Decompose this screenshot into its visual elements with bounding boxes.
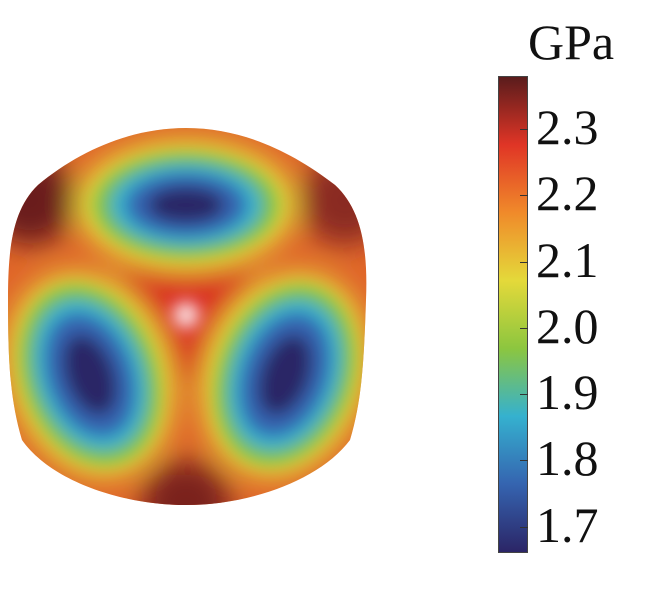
colorbar-tick-label: 2.1 bbox=[536, 231, 599, 288]
colorbar-tick-label: 1.8 bbox=[536, 430, 599, 487]
unit-label: GPa bbox=[528, 14, 615, 70]
colorbar-tick-label: 1.7 bbox=[536, 496, 599, 553]
colorbar-tick-mark bbox=[520, 129, 528, 130]
elastic-modulus-3d-surface bbox=[8, 128, 367, 505]
colorbar bbox=[498, 76, 528, 553]
colorbar-tick-label: 2.0 bbox=[536, 297, 599, 354]
colorbar-tick-mark bbox=[520, 327, 528, 329]
colorbar-tick-mark bbox=[520, 394, 528, 395]
colorbar-tick-mark bbox=[520, 261, 528, 263]
colorbar-tick-mark bbox=[520, 460, 528, 462]
colorbar-tick-label: 2.3 bbox=[536, 99, 599, 155]
colorbar-tick-label: 2.2 bbox=[536, 165, 599, 222]
colorbar-tick-label: 1.9 bbox=[536, 364, 599, 420]
colorbar-tick-mark bbox=[520, 526, 528, 528]
colorbar-tick-mark bbox=[520, 195, 528, 197]
